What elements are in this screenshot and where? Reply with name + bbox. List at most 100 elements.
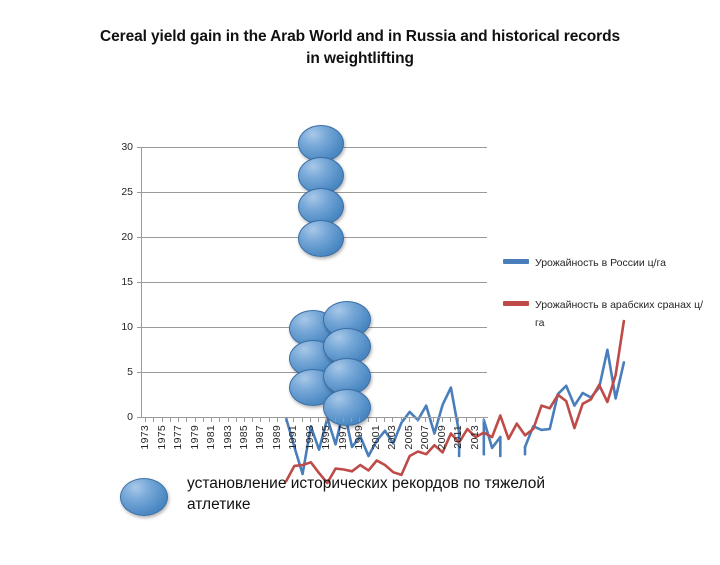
legend-swatch-icon — [503, 259, 529, 264]
category-axis-tick-mark — [186, 418, 188, 422]
legend-label: Урожайность в России ц/га — [535, 257, 666, 269]
value-axis-tick-label: 30 — [121, 141, 133, 153]
record-bubble — [322, 327, 371, 365]
category-axis-tick-mark — [441, 418, 443, 422]
category-axis-tick-mark — [425, 418, 427, 422]
category-axis-tick-mark — [392, 418, 394, 422]
category-axis-tick-label: 1975 — [155, 425, 168, 450]
category-axis-tick-mark — [367, 418, 369, 422]
series-line — [284, 319, 626, 485]
value-axis-tick-mark — [137, 147, 142, 148]
category-axis-tick-label: 1999 — [353, 425, 366, 450]
category-axis-tick-label: 2009 — [435, 425, 448, 450]
category-axis-tick-mark — [276, 418, 278, 422]
series-layer — [284, 319, 626, 485]
category-axis-tick-label: 1973 — [139, 425, 152, 450]
series-line — [523, 348, 626, 449]
category-axis-tick-label: 2013 — [468, 425, 481, 450]
category-axis-tick-mark — [252, 418, 254, 422]
category-axis-tick-label: 2005 — [402, 425, 415, 450]
category-axis-tick-mark — [301, 418, 303, 422]
category-axis-tick-mark — [466, 418, 468, 422]
record-bubble — [298, 156, 345, 194]
category-axis-tick-label: 2003 — [386, 425, 399, 450]
record-bubble — [298, 219, 345, 257]
value-axis-tick-mark — [137, 237, 142, 238]
category-axis-tick-mark — [285, 418, 287, 422]
category-axis-tick-label: 2007 — [419, 425, 432, 450]
bubble-legend: установление исторических рекордов по тя… — [120, 474, 580, 516]
chart-legend: Урожайность в России ц/га Урожайность в а… — [503, 253, 708, 355]
category-axis-tick-mark — [433, 418, 435, 422]
category-axis-tick-mark — [334, 418, 336, 422]
category-axis-tick-label: 1997 — [336, 425, 349, 450]
category-axis-tick-mark — [326, 418, 328, 422]
category-axis-tick-mark — [227, 418, 229, 422]
category-axis-tick-mark — [375, 418, 377, 422]
category-axis-tick-label: 1985 — [237, 425, 250, 450]
category-axis-tick-mark — [384, 418, 386, 422]
category-axis-tick-label: 1987 — [254, 425, 267, 450]
record-bubble — [298, 125, 345, 162]
category-axis-tick-label: 2011 — [452, 425, 465, 449]
category-axis-tick-mark — [342, 418, 344, 422]
category-axis-tick-mark — [235, 418, 237, 422]
category-axis-tick-mark — [293, 418, 295, 422]
category-axis-tick-mark — [178, 418, 180, 422]
category-axis-tick-mark — [219, 418, 221, 422]
category-axis-line — [141, 417, 488, 418]
value-axis-tick-mark — [137, 192, 142, 193]
category-axis-tick-mark — [194, 418, 196, 422]
bubble-marker-icon — [120, 478, 168, 516]
category-axis-tick-mark — [211, 418, 213, 422]
legend-entry: Урожайность в России ц/га — [503, 253, 708, 271]
category-axis-tick-mark — [458, 418, 460, 422]
category-axis-tick-mark — [268, 418, 270, 422]
category-axis-tick-mark — [482, 418, 484, 422]
value-axis-tick-mark — [137, 327, 142, 328]
category-axis-tick-mark — [161, 418, 163, 422]
category-axis-tick-label: 1977 — [172, 425, 185, 450]
category-axis-tick-mark — [449, 418, 451, 422]
value-axis-tick-mark — [137, 372, 142, 373]
category-axis-tick-label: 1981 — [205, 425, 218, 450]
value-axis-tick-mark — [137, 282, 142, 283]
series-line — [284, 386, 461, 476]
category-axis-tick-mark — [416, 418, 418, 422]
category-axis-tick-mark — [243, 418, 245, 422]
category-axis-tick-mark — [309, 418, 311, 422]
value-axis-tick-label: 5 — [127, 366, 133, 378]
value-axis-tick-label: 25 — [121, 186, 133, 198]
value-axis-tick-label: 20 — [121, 231, 133, 243]
category-axis-tick-mark — [260, 418, 262, 422]
category-axis-tick-label: 1991 — [287, 425, 300, 450]
category-axis-tick-mark — [400, 418, 402, 422]
category-axis-tick-label: 1995 — [320, 425, 333, 450]
legend-entry: Урожайность в арабских сранах ц/га — [503, 295, 708, 331]
category-axis-tick-mark — [351, 418, 353, 422]
series-line — [482, 418, 502, 450]
category-axis-tick-label: 1993 — [303, 425, 316, 450]
category-axis-tick-mark — [145, 418, 147, 422]
category-axis-tick-label: 1983 — [221, 425, 234, 450]
gridline — [141, 282, 487, 283]
legend-label: Урожайность в арабских сранах ц/га — [535, 299, 704, 329]
legend-swatch-icon — [503, 301, 529, 306]
category-axis-tick-mark — [359, 418, 361, 422]
category-axis-tick-label: 1989 — [270, 425, 283, 450]
category-axis-tick-mark — [169, 418, 171, 422]
category-axis-tick-mark — [202, 418, 204, 422]
value-axis-labels: 0 5 10 15 20 25 30 — [103, 141, 133, 423]
category-axis-tick-mark — [318, 418, 320, 422]
value-axis-tick-label: 15 — [121, 276, 133, 288]
page-title: Cereal yield gain in the Arab World and … — [100, 28, 620, 67]
category-axis-tick-mark — [474, 418, 476, 422]
category-axis-tick-mark — [153, 418, 155, 422]
value-axis-tick-label: 10 — [121, 321, 133, 333]
bubble-legend-label: установление исторических рекордов по тя… — [187, 475, 545, 513]
value-axis-tick-mark — [137, 417, 142, 418]
record-bubble — [322, 388, 371, 426]
category-axis-tick-label: 2001 — [369, 425, 382, 450]
value-axis-tick-label: 0 — [127, 411, 133, 423]
category-axis-tick-mark — [408, 418, 410, 422]
